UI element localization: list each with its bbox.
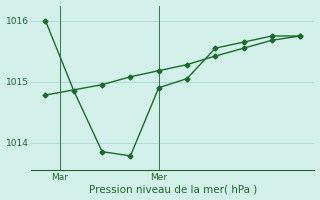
- X-axis label: Pression niveau de la mer( hPa ): Pression niveau de la mer( hPa ): [89, 184, 257, 194]
